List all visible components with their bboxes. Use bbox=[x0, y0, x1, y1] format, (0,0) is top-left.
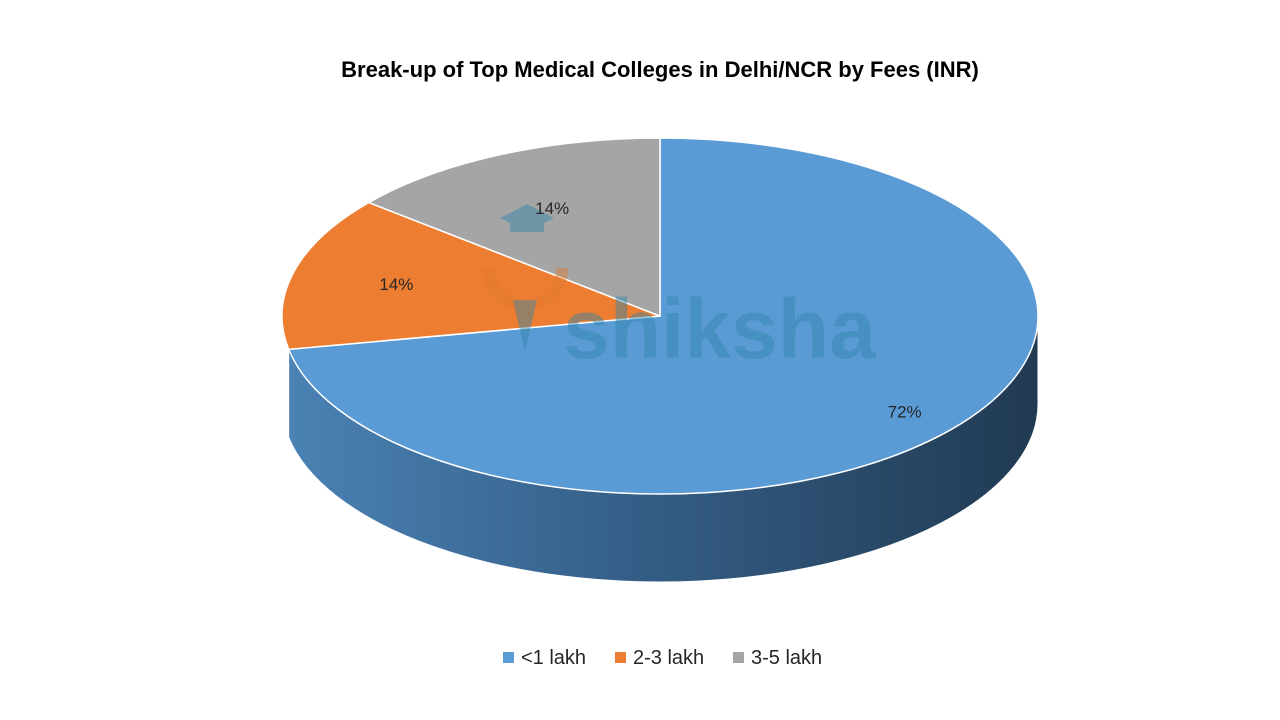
pie-slice-2 bbox=[281, 201, 661, 351]
legend-item-1: <1 lakh bbox=[503, 647, 586, 669]
pie-slice-3 bbox=[367, 137, 661, 318]
shiksha-logo-icon bbox=[482, 204, 568, 352]
data-label-2: 14% bbox=[379, 275, 413, 294]
data-labels: 72% 14% 14% bbox=[379, 199, 921, 421]
data-label-1: 72% bbox=[888, 402, 922, 421]
legend-label-2: 2-3 lakh bbox=[633, 647, 704, 669]
watermark-text: shiksha bbox=[563, 282, 877, 376]
legend-swatch-3 bbox=[733, 652, 744, 663]
pie-slice-1 bbox=[287, 137, 1039, 495]
legend: <1 lakh 2-3 lakh 3-5 lakh bbox=[503, 647, 822, 669]
legend-label-3: 3-5 lakh bbox=[751, 647, 822, 669]
legend-swatch-2 bbox=[615, 652, 626, 663]
legend-swatch-1 bbox=[503, 652, 514, 663]
legend-item-3: 3-5 lakh bbox=[733, 647, 822, 669]
legend-item-2: 2-3 lakh bbox=[615, 647, 704, 669]
chart-title: Break-up of Top Medical Colleges in Delh… bbox=[341, 57, 979, 82]
pie-slices bbox=[281, 137, 1039, 495]
legend-label-1: <1 lakh bbox=[521, 647, 586, 669]
shiksha-watermark: shiksha bbox=[482, 204, 877, 376]
data-label-3: 14% bbox=[535, 199, 569, 218]
